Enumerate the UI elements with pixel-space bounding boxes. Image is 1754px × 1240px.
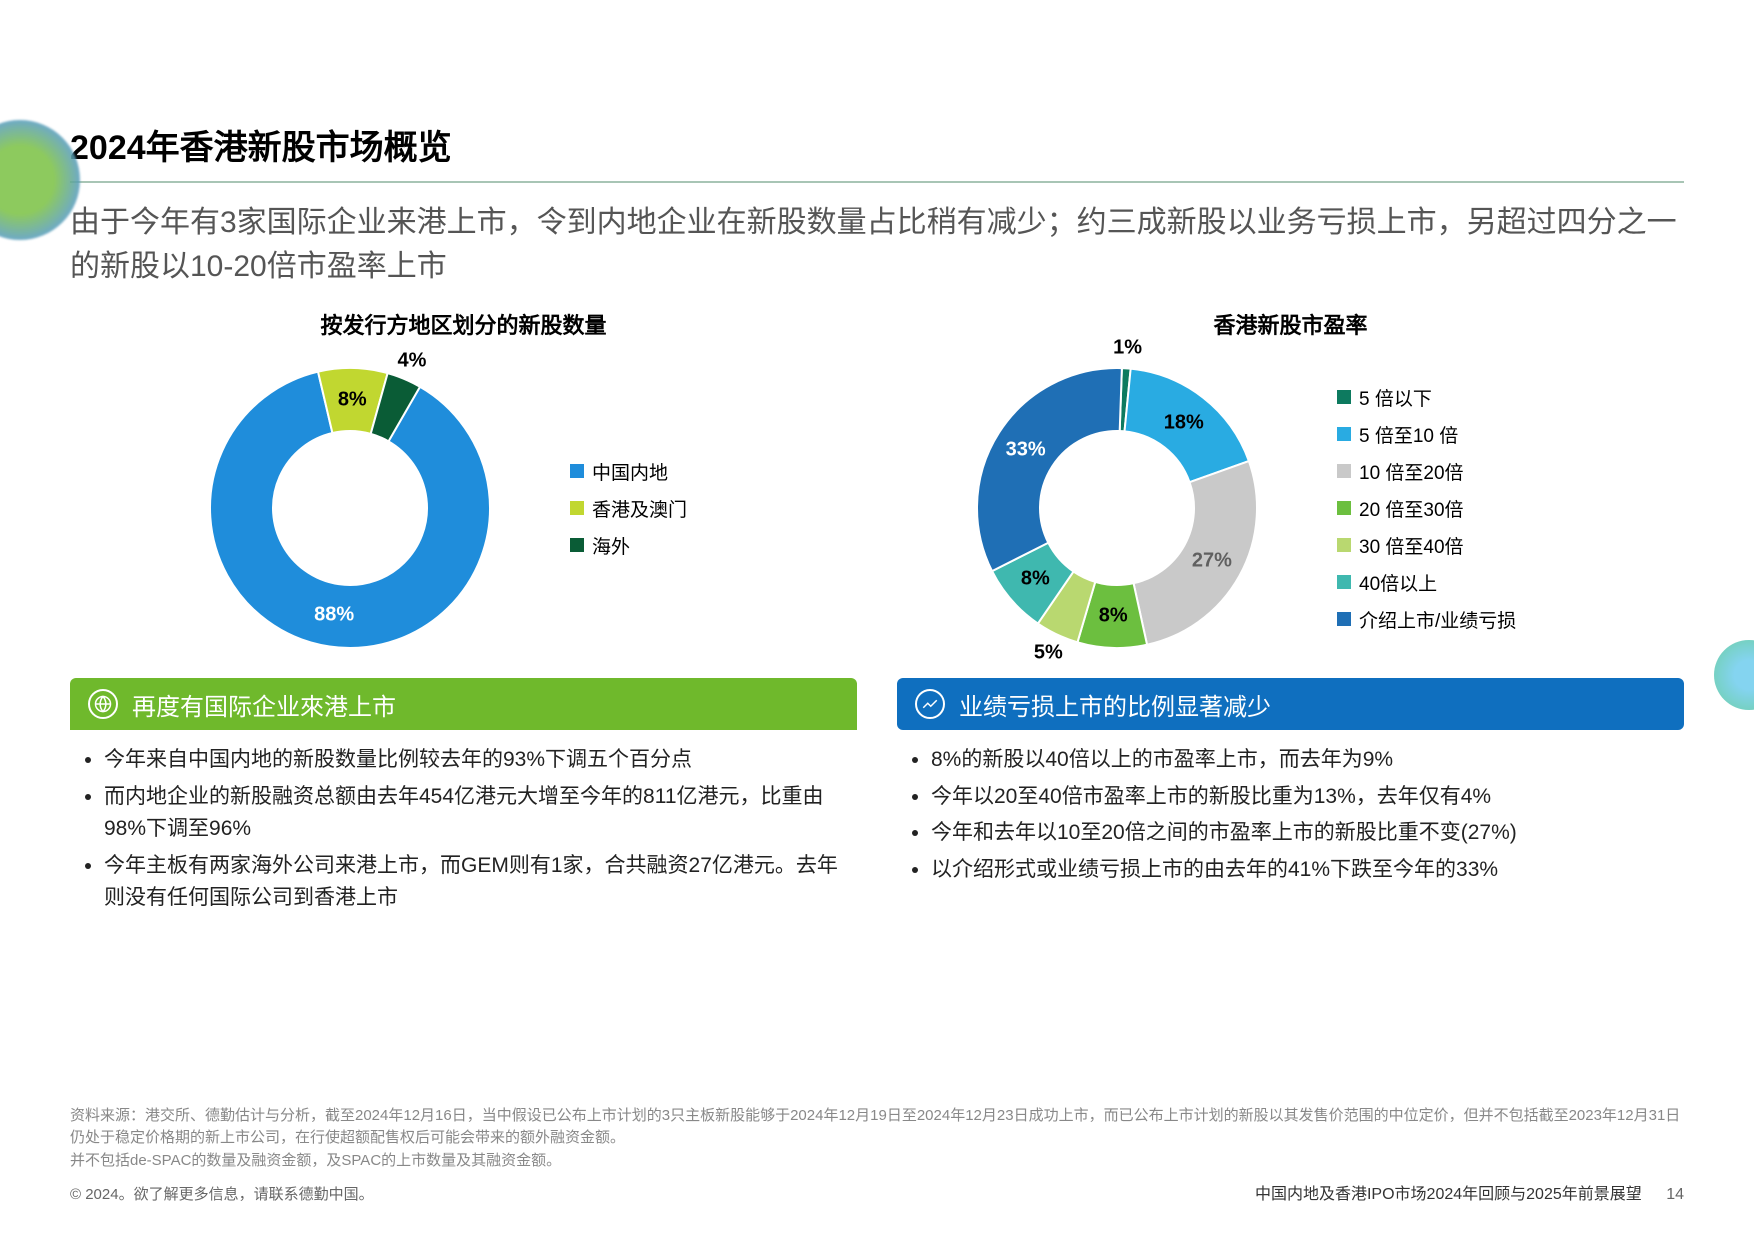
callout-box-right-bullets: 8%的新股以40倍以上的市盈率上市，而去年为9% 今年以20至40倍市盈率上市的新…: [897, 730, 1684, 886]
legend-label: 10 倍至20倍: [1359, 458, 1464, 485]
legend-item: 20 倍至30倍: [1337, 495, 1516, 522]
bullet-item: 8%的新股以40倍以上的市盈率上市，而去年为9%: [931, 744, 1684, 777]
slice-label: 33%: [1006, 438, 1046, 461]
page-subtitle: 由于今年有3家国际企业来港上市，令到内地企业在新股数量占比稍有减少；约三成新股以…: [70, 201, 1684, 288]
legend-label: 介绍上市/业绩亏损: [1359, 606, 1516, 633]
legend-swatch: [1337, 464, 1351, 478]
footnote-line: 资料来源：港交所、德勤估计与分析，截至2024年12月16日，当中假设已公布上市…: [70, 1105, 1684, 1149]
footer: 资料来源：港交所、德勤估计与分析，截至2024年12月16日，当中假设已公布上市…: [70, 1105, 1684, 1204]
globe-icon: [88, 689, 118, 719]
bullet-item: 而内地企业的新股融资总额由去年454亿港元大增至今年的811亿港元，比重由98%…: [104, 781, 857, 846]
bullet-item: 今年和去年以10至20倍之间的市盈率上市的新股比重不变(27%): [931, 817, 1684, 850]
footer-copyright: © 2024。欲了解更多信息，请联系德勤中国。: [70, 1183, 374, 1204]
legend-label: 40倍以上: [1359, 569, 1437, 596]
chart-left-donut: 88% 8% 4%: [190, 348, 510, 668]
slice-label: 18%: [1164, 411, 1204, 434]
legend-swatch: [570, 464, 584, 478]
legend-item: 5 倍至10 倍: [1337, 421, 1516, 448]
charts-container: 按发行方地区划分的新股数量 88% 8% 4% 中国内地香港及澳门海外 香港新股市盈…: [70, 308, 1684, 668]
footer-doc-title: 中国内地及香港IPO市场2024年回顾与2025年前景展望 14: [1255, 1180, 1684, 1204]
bullet-item: 今年主板有两家海外公司来港上市，而GEM则有1家，合共融资27亿港元。去年则没有…: [104, 850, 857, 915]
legend-item: 香港及澳门: [570, 495, 687, 522]
callout-boxes: 再度有国际企业來港上市 今年来自中国内地的新股数量比例较去年的93%下调五个百分…: [70, 678, 1684, 919]
chart-right-legend: 5 倍以下 5 倍至10 倍 10 倍至20倍 20 倍至30倍 30 倍至40倍 40倍…: [1337, 384, 1516, 633]
legend-item: 30 倍至40倍: [1337, 532, 1516, 559]
chart-left-title: 按发行方地区划分的新股数量: [70, 308, 857, 340]
legend-label: 20 倍至30倍: [1359, 495, 1464, 522]
legend-item: 5 倍以下: [1337, 384, 1516, 411]
legend-swatch: [1337, 501, 1351, 515]
page-title: 2024年香港新股市场概览: [70, 120, 1684, 183]
bullet-item: 今年来自中国内地的新股数量比例较去年的93%下调五个百分点: [104, 744, 857, 777]
legend-item: 10 倍至20倍: [1337, 458, 1516, 485]
bullet-item: 以介绍形式或业绩亏损上市的由去年的41%下跌至今年的33%: [931, 854, 1684, 887]
slice-label: 8%: [1099, 605, 1128, 628]
slice-label: 88%: [314, 604, 354, 627]
legend-label: 中国内地: [592, 458, 668, 485]
legend-label: 香港及澳门: [592, 495, 687, 522]
legend-item: 海外: [570, 532, 687, 559]
callout-box-left-bullets: 今年来自中国内地的新股数量比例较去年的93%下调五个百分点而内地企业的新股融资总…: [70, 730, 857, 915]
callout-box-left-title: 再度有国际企业來港上市: [132, 687, 396, 722]
callout-box-right: 业绩亏损上市的比例显著减少 8%的新股以40倍以上的市盈率上市，而去年为9% 今年…: [897, 678, 1684, 919]
chart-left-legend: 中国内地香港及澳门海外: [570, 458, 687, 559]
slice-label: 4%: [398, 349, 427, 372]
legend-label: 30 倍至40倍: [1359, 532, 1464, 559]
legend-swatch: [570, 501, 584, 515]
legend-item: 40倍以上: [1337, 569, 1516, 596]
chart-line-icon: [915, 689, 945, 719]
legend-swatch: [570, 538, 584, 552]
legend-swatch: [1337, 575, 1351, 589]
legend-label: 海外: [592, 532, 630, 559]
chart-left-column: 按发行方地区划分的新股数量 88% 8% 4% 中国内地香港及澳门海外: [70, 308, 857, 668]
legend-swatch: [1337, 390, 1351, 404]
footnote-line: 并不包括de-SPAC的数量及融资金额，及SPAC的上市数量及其融资金额。: [70, 1150, 1684, 1172]
legend-item: 中国内地: [570, 458, 687, 485]
slice-label: 8%: [1021, 568, 1050, 591]
footnotes: 资料来源：港交所、德勤估计与分析，截至2024年12月16日，当中假设已公布上市…: [70, 1105, 1684, 1172]
slice-label: 5%: [1034, 641, 1063, 664]
chart-right-donut: 1%18%27%8%5%8%33%: [957, 348, 1277, 668]
callout-box-right-title: 业绩亏损上市的比例显著减少: [959, 687, 1271, 722]
callout-box-left-header: 再度有国际企业來港上市: [70, 678, 857, 730]
slice-label: 27%: [1192, 549, 1232, 572]
bullet-item: 今年以20至40倍市盈率上市的新股比重为13%，去年仅有4%: [931, 781, 1684, 814]
slice-label: 1%: [1113, 337, 1142, 360]
legend-label: 5 倍至10 倍: [1359, 421, 1458, 448]
legend-swatch: [1337, 427, 1351, 441]
legend-swatch: [1337, 612, 1351, 626]
legend-item: 介绍上市/业绩亏损: [1337, 606, 1516, 633]
chart-right-column: 香港新股市盈率 1% 18% 27% 8% 5% 8% 33% 5 倍以下 5 倍至10 倍 1…: [897, 308, 1684, 668]
slide-body: 2024年香港新股市场概览 由于今年有3家国际企业来港上市，令到内地企业在新股数…: [0, 0, 1754, 919]
chart-right-title: 香港新股市盈率: [897, 308, 1684, 340]
callout-box-right-header: 业绩亏损上市的比例显著减少: [897, 678, 1684, 730]
legend-label: 5 倍以下: [1359, 384, 1432, 411]
slice-label: 8%: [338, 388, 367, 411]
callout-box-left: 再度有国际企业來港上市 今年来自中国内地的新股数量比例较去年的93%下调五个百分…: [70, 678, 857, 919]
legend-swatch: [1337, 538, 1351, 552]
page-number: 14: [1666, 1186, 1684, 1204]
